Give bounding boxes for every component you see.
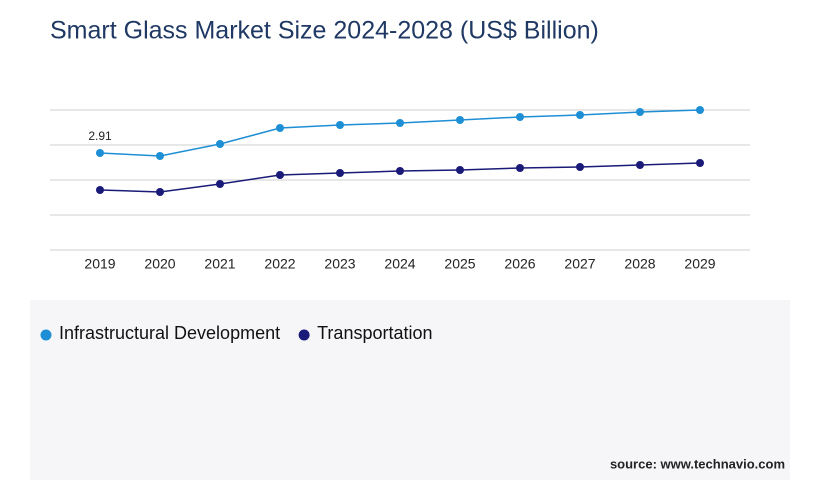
legend-label: Transportation (317, 323, 432, 343)
legend-label: Infrastructural Development (59, 323, 280, 343)
legend-marker (40, 329, 52, 341)
x-tick-label: 2022 (264, 256, 295, 272)
point (636, 161, 644, 169)
point (576, 111, 584, 119)
point (456, 166, 464, 174)
source: source: www.technavio.com (610, 456, 785, 471)
point (96, 149, 104, 157)
chart-title: Smart Glass Market Size 2024-2028 (US$ B… (50, 17, 599, 45)
x-tick-label: 2026 (504, 256, 535, 272)
point (396, 167, 404, 175)
point (156, 188, 164, 196)
x-tick-label: 2024 (384, 256, 415, 272)
point (216, 180, 224, 188)
point (216, 140, 224, 148)
point (456, 116, 464, 124)
legend-marker (298, 329, 310, 341)
point (336, 169, 344, 177)
x-tick-label: 2025 (444, 256, 475, 272)
x-tick-label: 2020 (144, 256, 175, 272)
point (516, 113, 524, 121)
x-tick-label: 2023 (324, 256, 355, 272)
footer-panel (30, 300, 790, 480)
point (516, 164, 524, 172)
x-tick-label: 2029 (684, 256, 715, 272)
x-tick-label: 2028 (624, 256, 655, 272)
point (696, 159, 704, 167)
point (336, 121, 344, 129)
x-tick-label: 2021 (204, 256, 235, 272)
point (276, 171, 284, 179)
point (636, 108, 644, 116)
x-tick-label: 2019 (84, 256, 115, 272)
point (696, 106, 704, 114)
point (576, 163, 584, 171)
point (96, 186, 104, 194)
point (156, 152, 164, 160)
x-tick-label: 2027 (564, 256, 595, 272)
point (276, 124, 284, 132)
data-label: 2.91 (88, 129, 112, 143)
point (396, 119, 404, 127)
